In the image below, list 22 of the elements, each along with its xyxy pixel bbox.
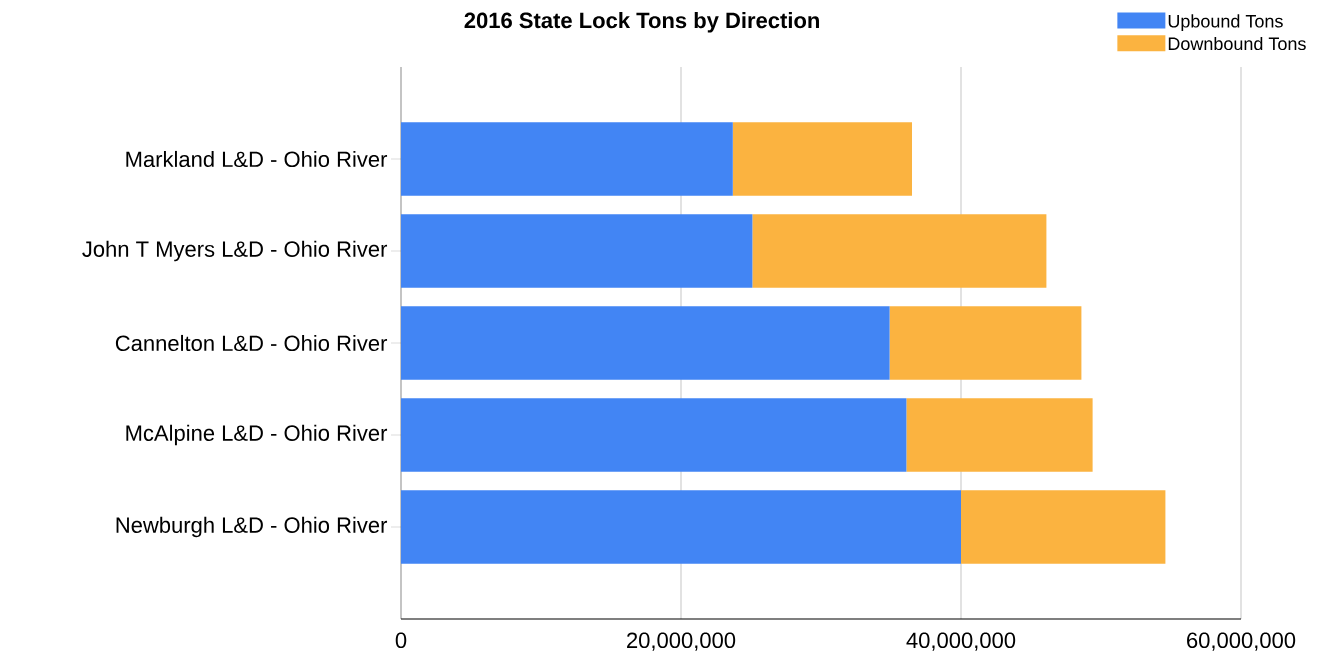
bar [401,490,961,564]
bar [906,398,1093,472]
y-tick-label: Cannelton L&D - Ohio River [115,334,388,352]
x-tick-label: 20,000,000 [627,632,736,651]
bar [752,214,1047,288]
y-tick-label: John T Myers L&D - Ohio River [82,240,388,262]
bar [401,398,907,472]
legend-label: Upbound Tons [1168,14,1283,32]
bar [401,306,890,380]
x-tick-label: 40,000,000 [906,632,1016,651]
bar [401,122,733,196]
x-tick-label: 0 [395,632,407,649]
y-tick-label: Newburgh L&D - Ohio River [116,516,388,538]
y-tick-label: Markland L&D - Ohio River [126,150,388,168]
y-tick-label: McAlpine L&D - Ohio River [126,424,388,446]
legend-label: Downbound Tons [1168,36,1306,51]
bar [961,490,1166,564]
x-tick-label: 60,000,000 [1187,632,1296,651]
bar [889,306,1082,380]
chart-title: 2016 State Lock Tons by Direction [464,12,819,33]
bar [732,122,913,196]
bar [401,214,753,288]
